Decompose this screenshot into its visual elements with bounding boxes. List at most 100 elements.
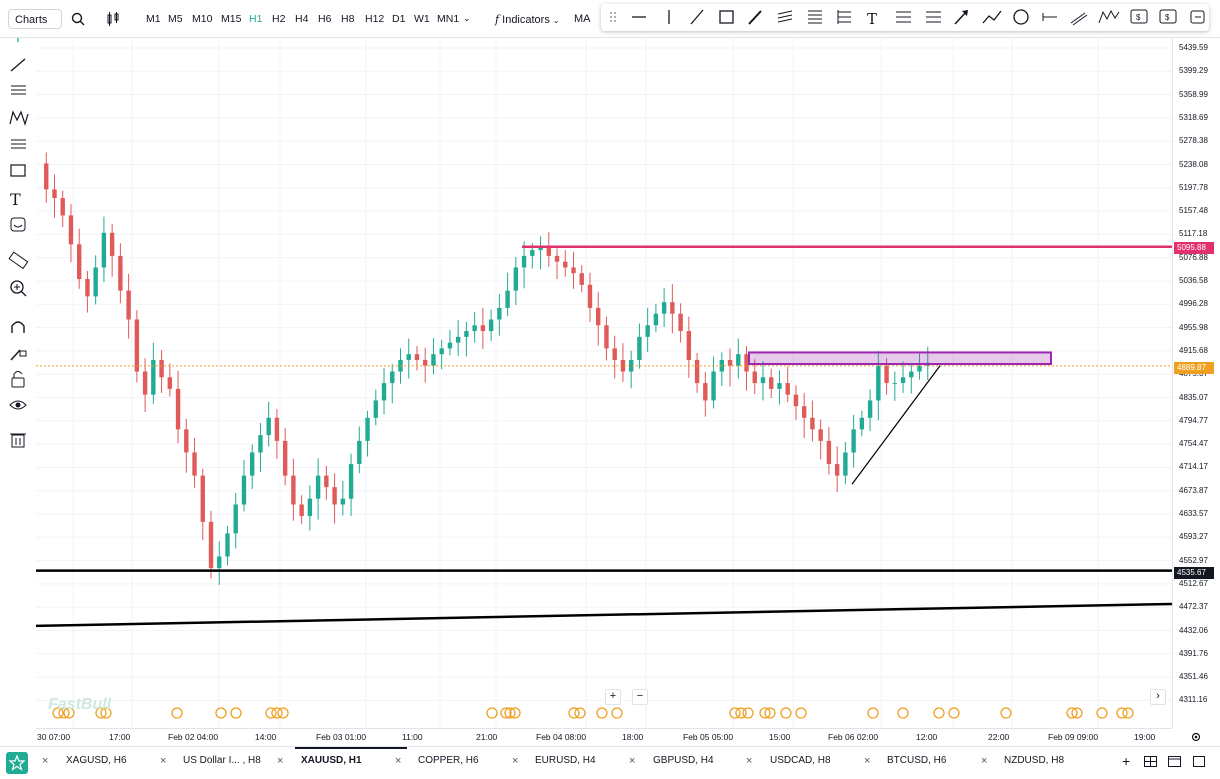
zoom-out-button[interactable]: − xyxy=(632,689,648,705)
fib-retracement-icon[interactable] xyxy=(808,10,822,24)
price-tick-label: 4835.07 xyxy=(1179,392,1208,402)
add-tab-button[interactable]: + xyxy=(1122,753,1131,769)
candle-body xyxy=(208,521,214,569)
symbol-tab[interactable]: US Dollar I... , H8 xyxy=(183,755,261,766)
price-range-icon[interactable] xyxy=(1042,13,1057,21)
close-tab-icon[interactable]: × xyxy=(42,755,49,767)
parallel-channel-icon[interactable] xyxy=(777,10,793,23)
text-tool-icon[interactable]: T xyxy=(867,10,877,28)
trend-line-icon[interactable] xyxy=(690,9,704,25)
candlestick-chart-canvas[interactable] xyxy=(35,38,1173,728)
pitchfork-icon[interactable] xyxy=(11,139,26,149)
timeframe-mn1[interactable]: MN1 xyxy=(437,13,460,25)
trend-line-icon[interactable] xyxy=(10,58,26,72)
symbol-tab[interactable]: XAUUSD, H1 xyxy=(301,755,362,766)
timeframe-h2[interactable]: H2 xyxy=(272,13,286,25)
close-tab-icon[interactable]: × xyxy=(864,755,871,767)
collapse-toolbar-icon[interactable] xyxy=(1190,10,1205,24)
price-chart[interactable]: FastBull + − › xyxy=(35,38,1173,728)
timeframe-m10[interactable]: M10 xyxy=(192,13,213,25)
candle-type-icon[interactable] xyxy=(106,11,120,27)
rectangle-icon[interactable] xyxy=(10,164,26,177)
close-tab-icon[interactable]: × xyxy=(629,755,636,767)
trash-icon[interactable] xyxy=(10,433,26,448)
timeframe-h12[interactable]: H12 xyxy=(365,13,385,25)
indicators-button[interactable]: f Indicators ⌄ xyxy=(495,13,560,26)
sell-signal-icon[interactable]: $ xyxy=(1159,9,1177,24)
split-layout-icon[interactable] xyxy=(1144,756,1157,767)
timeframe-m1[interactable]: M1 xyxy=(146,13,161,25)
favorites-star-button[interactable] xyxy=(6,752,28,774)
timeframe-h8[interactable]: H8 xyxy=(341,13,355,25)
channel-icon[interactable] xyxy=(1070,12,1088,26)
eye-icon[interactable] xyxy=(9,400,27,410)
expand-icon[interactable] xyxy=(1193,756,1205,767)
price-tick-label: 5197.78 xyxy=(1179,182,1208,192)
crosshair-icon[interactable] xyxy=(13,32,23,42)
symbol-tab[interactable]: USDCAD, H8 xyxy=(770,755,831,766)
timeframe-h4[interactable]: H4 xyxy=(295,13,309,25)
circle-icon[interactable] xyxy=(1013,9,1029,25)
candle-body xyxy=(661,302,667,314)
fib-retracement-icon[interactable] xyxy=(11,85,26,95)
close-tab-icon[interactable]: × xyxy=(160,755,167,767)
ma-button[interactable]: MA xyxy=(574,13,591,25)
polyline-icon[interactable] xyxy=(982,10,1002,24)
time-axis[interactable]: 30 07:00 17:00 Feb 02 04:00 14:00 Feb 03 01:… xyxy=(36,728,1172,746)
timeframe-h6[interactable]: H6 xyxy=(318,13,332,25)
symbol-tab[interactable]: NZDUSD, H8 xyxy=(1004,755,1065,766)
zoom-in-button[interactable]: + xyxy=(605,689,621,705)
candle-body xyxy=(834,464,840,476)
close-tab-icon[interactable]: × xyxy=(277,755,284,767)
timeframe-w1[interactable]: W1 xyxy=(414,13,430,25)
supply-zone-rectangle xyxy=(748,351,1052,366)
symbol-tab[interactable]: XAGUSD, H6 xyxy=(66,755,127,766)
price-tick-label: 4512.67 xyxy=(1179,578,1208,588)
close-tab-icon[interactable]: × xyxy=(512,755,519,767)
elliott-wave-icon[interactable] xyxy=(1098,9,1120,24)
elliott-wave-icon[interactable] xyxy=(9,110,29,126)
economic-event-icon xyxy=(58,707,70,719)
timeframe-d1[interactable]: D1 xyxy=(392,13,406,25)
fullscreen-icon[interactable] xyxy=(1168,756,1181,767)
drawing-toolbar: T $ $ xyxy=(601,4,1209,31)
fib-extension-icon[interactable] xyxy=(837,10,851,24)
pitchfork-icon[interactable] xyxy=(896,11,911,23)
buy-signal-icon[interactable]: $ xyxy=(1130,9,1148,24)
symbol-tab[interactable]: GBPUSD, H4 xyxy=(653,755,714,766)
symbol-tab[interactable]: EURUSD, H4 xyxy=(535,755,596,766)
lock-drawings-icon[interactable] xyxy=(10,349,27,361)
timeframe-h1[interactable]: H1 xyxy=(249,13,263,25)
candle-body xyxy=(299,504,304,517)
candle-body xyxy=(867,400,873,418)
rectangle-icon[interactable] xyxy=(719,10,734,24)
candle-body xyxy=(670,302,675,314)
close-tab-icon[interactable]: × xyxy=(981,755,988,767)
lock-icon[interactable] xyxy=(11,371,25,388)
timeframe-m15[interactable]: M15 xyxy=(221,13,242,25)
symbol-tab[interactable]: COPPER, H6 xyxy=(418,755,479,766)
time-tick-label: 21:00 xyxy=(476,732,498,742)
scroll-right-button[interactable]: › xyxy=(1150,689,1166,705)
candle-body xyxy=(348,464,354,499)
text-tool-icon[interactable]: T xyxy=(10,190,21,209)
emoji-icon[interactable] xyxy=(10,217,26,232)
gann-fan-icon[interactable] xyxy=(926,11,941,23)
symbol-tab[interactable]: BTCUSD, H6 xyxy=(887,755,947,766)
arrow-icon[interactable] xyxy=(954,10,968,25)
zoom-in-icon[interactable] xyxy=(10,280,27,297)
economic-event-icon xyxy=(509,707,521,719)
search-icon[interactable] xyxy=(71,12,85,26)
timeframe-m5[interactable]: M5 xyxy=(168,13,183,25)
ruler-icon[interactable] xyxy=(8,251,29,270)
drag-handle-icon[interactable] xyxy=(610,12,616,22)
price-axis[interactable]: 5439.59 5399.29 5358.99 5318.69 5278.38 5238.… xyxy=(1172,38,1220,728)
settings-gear-icon[interactable] xyxy=(1190,731,1202,743)
close-tab-icon[interactable]: × xyxy=(395,755,402,767)
brush-icon[interactable] xyxy=(748,10,762,25)
magnet-icon[interactable] xyxy=(11,321,25,333)
economic-event-icon xyxy=(95,707,107,719)
chevron-down-icon[interactable]: ⌄ xyxy=(463,13,471,23)
close-tab-icon[interactable]: × xyxy=(746,755,753,767)
charts-menu-button[interactable]: Charts ⌵ xyxy=(8,9,62,45)
